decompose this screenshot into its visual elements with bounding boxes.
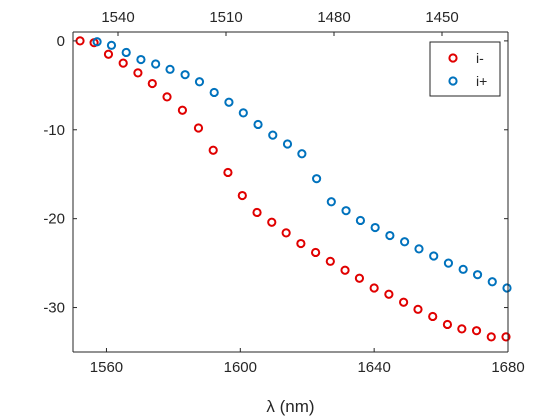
y-tick-label: 0: [57, 33, 65, 50]
legend-label: i-: [476, 50, 484, 66]
data-point-iplus: [326, 197, 336, 207]
data-point-iminus: [133, 68, 143, 78]
data-point-iplus: [224, 97, 234, 107]
data-point-iplus: [502, 283, 512, 293]
data-point-iminus: [193, 123, 204, 133]
data-point-iplus: [165, 64, 175, 74]
data-point-iplus: [370, 222, 380, 233]
data-point-iminus: [428, 311, 438, 322]
data-point-iplus: [253, 119, 263, 130]
data-point-iminus: [267, 217, 277, 227]
data-point-iminus: [237, 190, 247, 201]
data-point-iminus: [281, 228, 291, 238]
data-point-iminus: [399, 297, 409, 307]
data-point-iminus: [501, 332, 511, 342]
data-point-iplus: [400, 237, 410, 247]
data-point-iplus: [443, 258, 454, 268]
data-point-iminus: [118, 58, 128, 68]
y-tick-label: -10: [43, 122, 65, 139]
data-point-iminus: [296, 238, 306, 249]
x-tick-label: 1640: [357, 359, 390, 376]
data-point-iminus: [471, 326, 482, 336]
data-point-iplus: [106, 40, 117, 50]
data-point-iplus: [136, 54, 146, 65]
top-tick-label: 1510: [209, 9, 242, 26]
data-point-iminus: [223, 167, 233, 178]
data-point-iminus: [147, 78, 157, 89]
legend-marker: [448, 53, 458, 63]
data-point-iplus: [312, 174, 322, 184]
data-point-iminus: [325, 256, 335, 266]
data-point-iplus: [194, 77, 205, 87]
data-point-iplus: [209, 87, 219, 98]
data-point-iplus: [458, 264, 468, 274]
legend-box: [429, 41, 501, 97]
data-point-iplus: [151, 59, 161, 69]
data-point-iminus: [208, 145, 218, 155]
x-tick-label: 1560: [90, 359, 123, 376]
data-point-iminus: [384, 289, 394, 299]
legend: i-i+: [429, 41, 501, 97]
x-tick-label: 1680: [491, 359, 524, 376]
top-tick-label: 1480: [317, 9, 350, 26]
data-point-iplus: [487, 277, 497, 287]
top-tick-label: 1450: [425, 9, 458, 26]
data-point-iplus: [268, 130, 278, 140]
legend-label: i+: [476, 73, 487, 89]
data-point-iminus: [177, 105, 188, 115]
data-point-iplus: [414, 244, 424, 254]
data-point-iminus: [354, 273, 365, 283]
data-point-iminus: [162, 92, 172, 102]
data-point-iplus: [121, 47, 131, 58]
legend-marker: [448, 76, 458, 86]
top-tick-label: 1540: [101, 9, 134, 26]
y-tick-label: -30: [43, 300, 65, 317]
data-point-iplus: [92, 37, 102, 47]
data-point-iminus: [457, 324, 467, 334]
x-tick-label: 1600: [224, 359, 257, 376]
data-point-iminus: [369, 283, 379, 293]
data-point-iplus: [297, 149, 307, 159]
data-point-iplus: [282, 139, 293, 149]
data-point-iminus: [310, 247, 321, 258]
data-point-iminus: [442, 319, 453, 330]
data-point-iplus: [429, 251, 439, 261]
x-axis-title: λ (nm): [266, 397, 314, 416]
data-point-iplus: [385, 230, 395, 241]
data-point-iplus: [180, 70, 190, 80]
data-point-iplus: [238, 108, 248, 118]
data-point-iminus: [252, 207, 262, 218]
data-point-iplus: [341, 206, 351, 216]
data-point-iminus: [103, 49, 114, 59]
y-tick-label: -20: [43, 211, 65, 228]
data-point-iplus: [355, 215, 366, 226]
data-point-iminus: [413, 304, 423, 314]
data-point-iplus: [472, 270, 483, 280]
data-point-iminus: [340, 265, 350, 275]
data-point-iminus: [486, 332, 496, 342]
